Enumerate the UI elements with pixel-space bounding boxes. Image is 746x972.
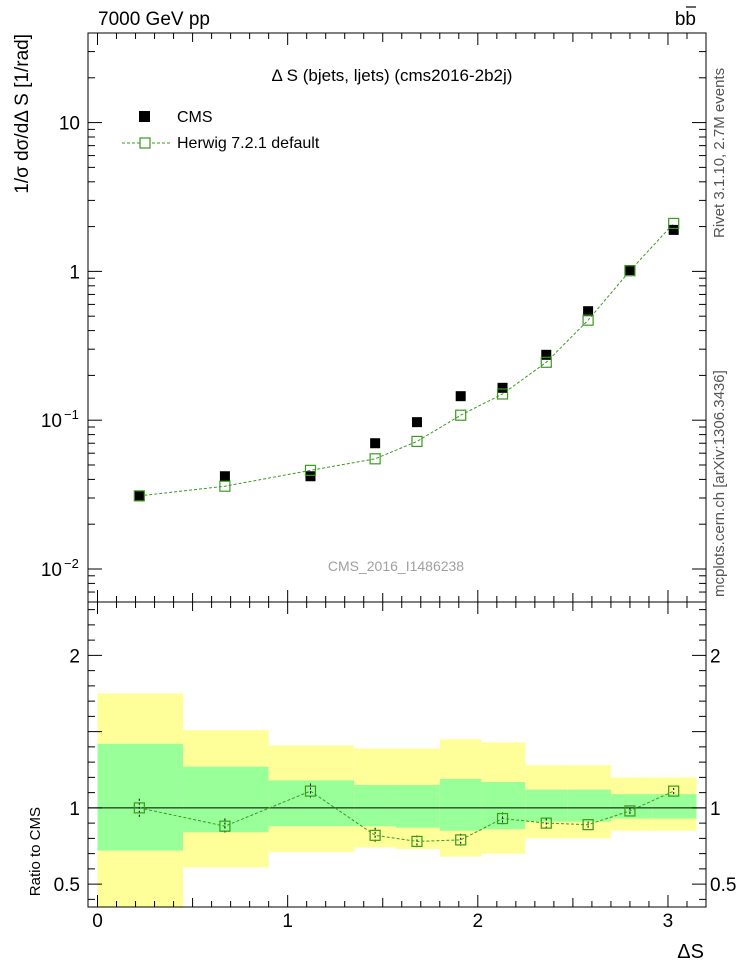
cms-point bbox=[411, 417, 422, 428]
ratio-point bbox=[411, 835, 423, 848]
herwig-point bbox=[304, 464, 317, 476]
main-ytick-exponent: −1 bbox=[64, 407, 79, 422]
cms-point bbox=[541, 349, 552, 360]
ratio-xtick-label: 3 bbox=[663, 911, 674, 932]
herwig-point bbox=[219, 480, 231, 492]
main-title: Δ S (bjets, ljets) (cms2016-2b2j) bbox=[272, 66, 513, 85]
ratio-point bbox=[455, 834, 467, 846]
ratio-band-green bbox=[567, 789, 611, 822]
ratio-ytick-label-right: 1 bbox=[710, 799, 721, 820]
ratio-point bbox=[582, 819, 594, 831]
ratio-ytick-label-right: 2 bbox=[710, 646, 721, 667]
ratio-band-green bbox=[652, 794, 697, 819]
ratio-line bbox=[139, 790, 674, 842]
mcplots-label: mcplots.cern.ch [arXiv:1306.3436] bbox=[711, 370, 728, 597]
legend-herwig-label: Herwig 7.2.1 default bbox=[177, 135, 320, 152]
legend-cms-marker bbox=[139, 111, 150, 122]
cms-point bbox=[305, 471, 316, 482]
herwig-point bbox=[668, 217, 680, 230]
ratio-point bbox=[304, 785, 317, 797]
herwig-point bbox=[582, 314, 594, 326]
main-ytick-label: 1 bbox=[69, 262, 80, 283]
herwig-point bbox=[540, 356, 552, 368]
ratio-xtick-label: 0 bbox=[92, 911, 103, 932]
cms-point bbox=[370, 438, 381, 449]
rivet-label: Rivet 3.1.10, 2.7M events bbox=[711, 68, 728, 238]
header-left: 7000 GeV pp bbox=[98, 9, 210, 30]
ratio-band-green bbox=[396, 785, 440, 828]
main-ytick-label: 10 bbox=[41, 411, 62, 432]
cms-point bbox=[455, 391, 466, 402]
main-ylabel: 1/σ dσ/dΔ S [1/rad] bbox=[12, 34, 33, 194]
ratio-band-green bbox=[268, 780, 355, 827]
main-ytick-label: 10 bbox=[59, 114, 80, 135]
watermark: CMS_2016_I1486238 bbox=[328, 558, 464, 574]
ratio-point bbox=[540, 817, 552, 829]
legend-cms-label: CMS bbox=[177, 109, 213, 126]
ratio-band-green bbox=[439, 778, 482, 831]
herwig-point bbox=[624, 265, 636, 277]
header-right: bb bbox=[675, 9, 696, 30]
ratio-point bbox=[369, 829, 381, 841]
herwig-line bbox=[139, 223, 675, 497]
ratio-point bbox=[219, 820, 231, 832]
herwig-point bbox=[496, 388, 509, 400]
ratio-band-green bbox=[97, 743, 184, 851]
ratio-ytick-label: 2 bbox=[69, 646, 80, 667]
ratio-ytick-label-right: 0.5 bbox=[710, 875, 736, 896]
ratio-ylabel: Ratio to CMS bbox=[27, 807, 44, 896]
legend: CMS Herwig 7.2.1 default bbox=[122, 109, 320, 152]
cms-point bbox=[134, 490, 145, 501]
herwig-point bbox=[133, 490, 145, 502]
ratio-point bbox=[624, 805, 636, 817]
ratio-ytick-label: 1 bbox=[69, 799, 80, 820]
ratio-xtick-label: 2 bbox=[473, 911, 484, 932]
herwig-point bbox=[455, 409, 467, 421]
ratio-band-green bbox=[525, 789, 568, 822]
cms-point bbox=[497, 382, 508, 393]
ratio-ytick-label: 0.5 bbox=[54, 875, 80, 896]
cms-point bbox=[219, 471, 230, 482]
ratio-point bbox=[133, 802, 145, 814]
ratio-xtick-label: 1 bbox=[282, 911, 293, 932]
ratio-band-green bbox=[481, 781, 526, 830]
ratio-band-green bbox=[354, 785, 397, 827]
legend-herwig-marker bbox=[139, 137, 151, 149]
ratio-panel: 2 2 1 1 0.5 0.5 0 1 2 3 Ratio to CMS ΔS bbox=[27, 601, 736, 963]
ratio-point bbox=[668, 785, 680, 797]
ratio-xlabel: ΔS bbox=[677, 941, 704, 963]
main-ytick-label: 10 bbox=[41, 560, 62, 581]
ratio-frame bbox=[87, 601, 707, 908]
cms-point bbox=[583, 306, 594, 317]
ratio-band-green bbox=[183, 766, 269, 833]
cms-point bbox=[624, 265, 635, 276]
ratio-point bbox=[496, 812, 509, 825]
herwig-point bbox=[369, 453, 381, 465]
main-ytick-exponent: −2 bbox=[64, 556, 79, 571]
herwig-point bbox=[411, 435, 423, 448]
cms-point bbox=[668, 224, 679, 235]
